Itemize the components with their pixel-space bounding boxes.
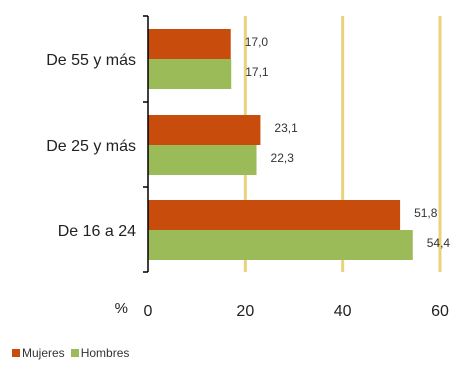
legend-swatch-mujeres [12,349,20,357]
data-label-mujeres: 51,8 [414,206,438,220]
bar-mujeres [148,115,261,145]
category-labels: De 55 y más De 25 y más De 16 a 24 [46,52,136,240]
category-label: De 16 a 24 [58,223,136,240]
legend-label-hombres: Hombres [80,346,130,360]
bars [148,29,413,260]
legend-item-mujeres: Mujeres [12,346,65,360]
data-label-hombres: 22,3 [271,151,295,165]
legend-swatch-hombres [70,349,79,357]
legend-label-mujeres: Mujeres [22,346,65,360]
x-tick-label: 40 [334,303,352,320]
x-tick-label: 20 [236,303,254,320]
y-axis-ticks [143,15,148,273]
category-label: De 55 y más [46,52,136,69]
x-tick-label: 0 [144,303,153,320]
bar-hombres [148,145,257,175]
bar-hombres [148,59,232,89]
data-labels: 17,0 23,1 51,8 17,1 22,3 54,4 [245,35,451,250]
bar-mujeres [148,200,401,230]
data-label-hombres: 17,1 [245,65,269,79]
x-tick-label: 60 [431,303,449,320]
unit-label: % [115,300,128,317]
bar-hombres [148,230,413,260]
bar-mujeres [148,29,231,59]
category-label: De 25 y más [46,138,136,155]
data-label-hombres: 54,4 [427,236,451,250]
x-tick-labels: 0 20 40 60 [144,303,449,320]
data-label-mujeres: 23,1 [274,121,298,135]
data-label-mujeres: 17,0 [245,35,269,49]
legend: Mujeres Hombres [12,346,135,360]
legend-item-hombres: Hombres [70,346,130,360]
